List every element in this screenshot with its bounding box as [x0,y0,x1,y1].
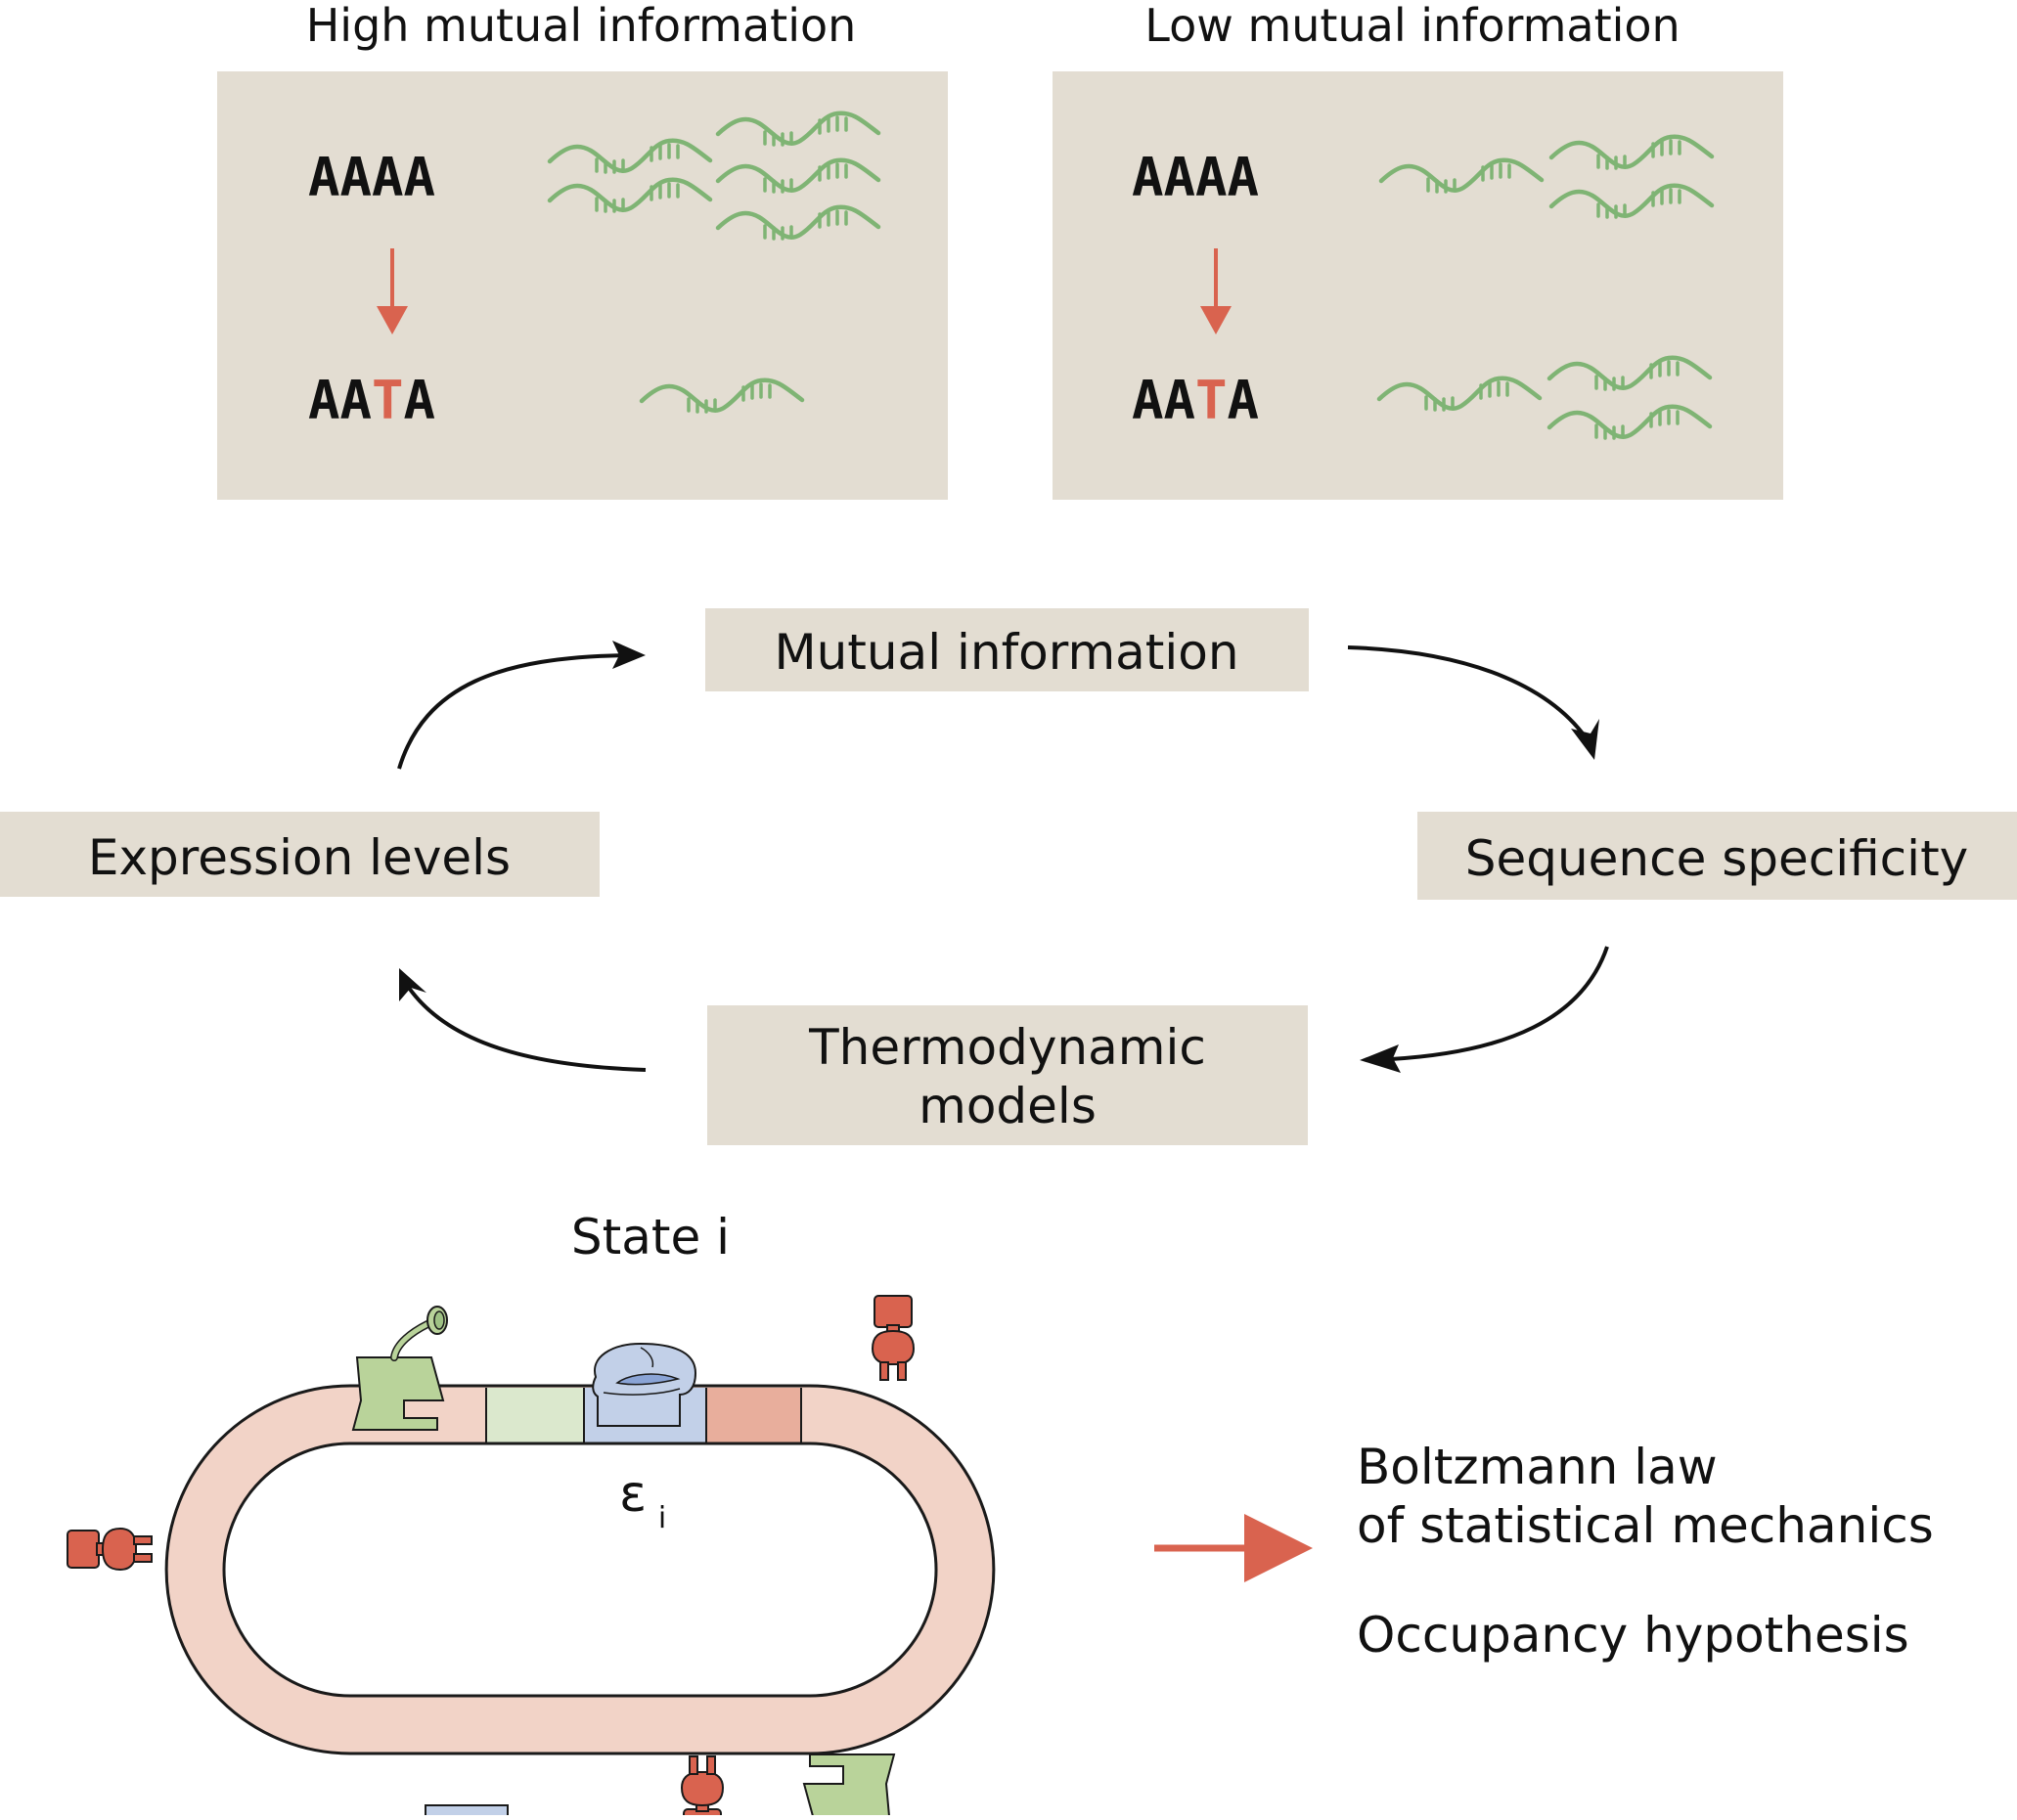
low-seq-original: AAAA [1132,147,1259,208]
sequence-specificity-box [1417,812,2017,900]
cycle-arrowheads [399,641,1599,1073]
mutual-information-box [705,608,1309,691]
activator-protein-bottom [800,1754,894,1815]
high-mutated-base: T [372,370,404,431]
boltzmann-section: Boltzmann law of statistical mechanics O… [1154,1439,1934,1664]
state-label: State i [571,1209,730,1265]
low-mutated-base: T [1195,370,1228,431]
rna-polymerase-icon [409,1804,514,1820]
low-mi-panel: Low mutual information AAAA AATA [1053,0,1783,500]
high-seq-mutant: AATA [308,370,435,431]
arrowhead-top-left [612,641,646,669]
site-borders [485,1388,802,1443]
high-seq-original: AAAA [308,147,435,208]
expression-levels-box [0,812,600,897]
boltzmann-line1: Boltzmann law [1357,1439,1718,1495]
high-mutation-arrowhead [377,306,408,334]
cycle-diagram: Mutual information Sequence specificity … [0,608,2017,1145]
repressor-bottom [681,1755,724,1820]
cycle-arrow-top-right [1347,645,1591,745]
arrowhead-bottom-left [399,968,426,1001]
cycle-arrow-bottom-right [1390,946,1609,1061]
repressor-left [67,1528,153,1571]
sequence-specificity-label: Sequence specificity [1465,830,1969,887]
plasmid-inner [222,1442,938,1698]
binding-site-red [706,1388,801,1443]
expression-levels-label: Expression levels [88,829,511,886]
state-diagram: State i ε i [67,1209,996,1820]
high-mi-title: High mutual information [306,0,857,52]
mutual-information-label: Mutual information [774,624,1238,681]
high-mi-panel: High mutual information AAAA AATA [217,0,948,500]
boltzmann-line2: of statistical mechanics [1357,1497,1934,1554]
cycle-arrow-top-left [397,653,627,770]
thermodynamic-models-label-line1: Thermodynamic [808,1019,1206,1076]
energy-subscript: i [658,1501,666,1535]
arrowhead-bottom-right [1360,1044,1401,1073]
low-mi-title: Low mutual information [1144,0,1680,52]
energy-symbol: ε [619,1465,647,1524]
arrowhead-top-right [1571,719,1599,760]
repressor-top-right [872,1295,915,1381]
low-seq-mutant: AATA [1132,370,1259,431]
cycle-arrows [397,645,1609,1072]
binding-site-green [486,1388,584,1443]
red-arrow-head [1244,1514,1313,1582]
activator-icon [800,1754,894,1815]
repressor-icon [681,1755,724,1820]
repressor-icon [67,1528,153,1571]
occupancy-hypothesis: Occupancy hypothesis [1357,1607,1909,1664]
rna-polymerase-top [592,1343,696,1427]
low-mutation-arrowhead [1200,306,1232,334]
thermodynamic-models-label-line2: models [919,1078,1097,1134]
cycle-arrow-bottom-left [407,986,647,1072]
rna-polymerase-bottom [409,1804,514,1820]
high-mi-box [217,71,948,500]
thermodynamic-models-box [707,1005,1308,1145]
